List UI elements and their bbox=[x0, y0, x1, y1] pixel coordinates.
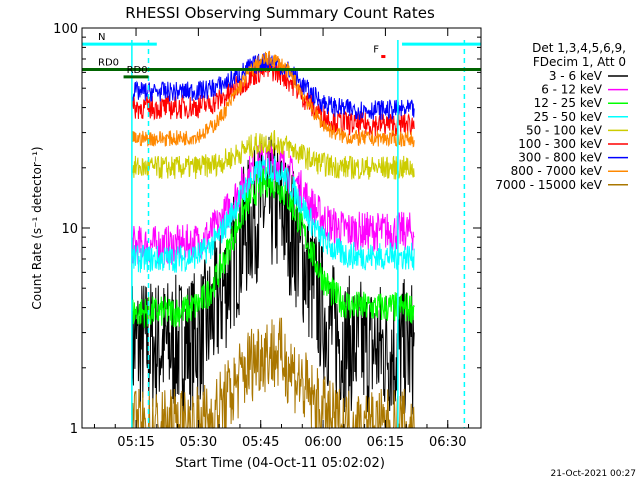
flag-label-4: RD0 bbox=[127, 65, 148, 76]
flag-label-3: RD0 bbox=[98, 58, 119, 69]
legend-entry-6: 100 - 300 keV bbox=[518, 137, 602, 151]
series-line-4 bbox=[131, 155, 415, 273]
footer-timestamp: 21-Oct-2021 00:27 bbox=[551, 469, 636, 479]
y-tick-label-3: 100 bbox=[53, 22, 78, 37]
plot-area: N F RD0 RD0 bbox=[82, 32, 481, 430]
series-line-8 bbox=[131, 50, 415, 148]
x-tick-label-2: 05:30 bbox=[180, 435, 217, 450]
legend-entry-2: 6 - 12 keV bbox=[541, 83, 603, 97]
legend-entry-3: 12 - 25 keV bbox=[534, 96, 603, 110]
legend-entry-5: 50 - 100 keV bbox=[526, 123, 603, 137]
axes: 05:15 05:30 05:45 06:00 06:15 06:30 1 10 100 bbox=[53, 22, 482, 450]
x-axis-label: Start Time (04-Oct-11 05:02:02) bbox=[175, 456, 385, 471]
y-axis-label: Count Rate (s⁻¹ detector⁻¹) bbox=[30, 146, 44, 309]
legend-entry-1: 3 - 6 keV bbox=[549, 69, 603, 83]
x-tick-label-1: 05:15 bbox=[117, 435, 154, 450]
flag-label-2: F bbox=[373, 45, 379, 56]
legend-entry-9: 7000 - 15000 keV bbox=[495, 178, 602, 192]
legend-entry-7: 300 - 800 keV bbox=[518, 151, 602, 165]
x-tick-label-4: 06:00 bbox=[304, 435, 341, 450]
x-tick-label-6: 06:30 bbox=[429, 435, 466, 450]
chart-title: RHESSI Observing Summary Count Rates bbox=[125, 4, 435, 22]
legend-entry-4: 25 - 50 keV bbox=[534, 110, 603, 124]
legend-entry-8: 800 - 7000 keV bbox=[511, 164, 603, 178]
x-tick-label-3: 05:45 bbox=[242, 435, 279, 450]
y-tick-label-1: 1 bbox=[70, 422, 78, 437]
legend-header-line-1: Det 1,3,4,5,6,9, bbox=[532, 41, 626, 55]
y-tick-label-2: 10 bbox=[61, 222, 78, 237]
series-line-3 bbox=[131, 167, 415, 328]
x-tick-label-5: 06:15 bbox=[367, 435, 404, 450]
series-line-6 bbox=[131, 58, 415, 138]
series-line-5 bbox=[131, 130, 415, 180]
legend-header-line-2: FDecim 1, Att 0 bbox=[533, 55, 626, 69]
flag-label-1: N bbox=[98, 32, 105, 43]
legend: Det 1,3,4,5,6,9, FDecim 1, Att 0 3 - 6 k… bbox=[495, 41, 628, 192]
series-line-2 bbox=[131, 141, 415, 265]
